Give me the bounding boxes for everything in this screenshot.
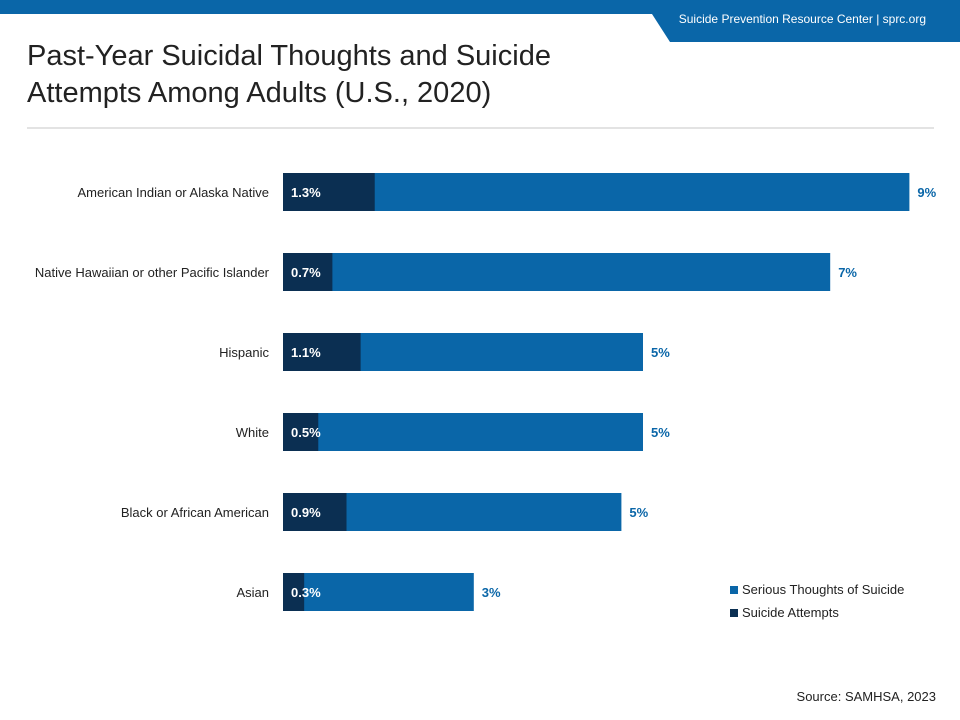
data-label-attempts: 0.7% [291, 265, 321, 280]
data-label-attempts: 0.3% [291, 585, 321, 600]
category-label: Native Hawaiian or other Pacific Islande… [35, 265, 270, 280]
data-label-attempts: 1.3% [291, 185, 321, 200]
data-label-thoughts: 9% [917, 185, 936, 200]
data-label-attempts: 0.5% [291, 425, 321, 440]
category-label: Hispanic [219, 345, 269, 360]
source-note: Source: SAMHSA, 2023 [796, 689, 936, 704]
category-label: Asian [236, 585, 269, 600]
data-label-thoughts: 5% [651, 345, 670, 360]
legend-item-thoughts: Serious Thoughts of Suicide [730, 578, 904, 601]
legend-label-attempts: Suicide Attempts [742, 605, 839, 620]
category-label: American Indian or Alaska Native [78, 185, 269, 200]
data-label-attempts: 0.9% [291, 505, 321, 520]
bar-attempts [283, 333, 361, 371]
header-banner: Suicide Prevention Resource Center | spr… [0, 0, 960, 42]
data-label-thoughts: 5% [629, 505, 648, 520]
bar-thoughts [283, 173, 910, 211]
bar-attempts [283, 413, 319, 451]
legend-item-attempts: Suicide Attempts [730, 601, 904, 624]
bar-thoughts [283, 573, 474, 611]
bar-thoughts [283, 253, 831, 291]
legend-swatch-thoughts [730, 585, 738, 594]
category-label: Black or African American [121, 505, 269, 520]
data-label-thoughts: 5% [651, 425, 670, 440]
bar-attempts [283, 253, 333, 291]
data-label-attempts: 1.1% [291, 345, 321, 360]
header-org-link[interactable]: Suicide Prevention Resource Center | spr… [678, 12, 926, 26]
chart-title: Past-Year Suicidal Thoughts and Suicide … [27, 40, 551, 109]
bar-thoughts [283, 413, 643, 451]
legend-swatch-attempts [730, 608, 738, 617]
data-label-thoughts: 7% [838, 265, 857, 280]
bar-attempts [283, 573, 305, 611]
chart-legend: Serious Thoughts of Suicide Suicide Atte… [730, 578, 904, 624]
bar-attempts [283, 173, 375, 211]
legend-label-thoughts: Serious Thoughts of Suicide [742, 582, 905, 597]
top-accent-bar [0, 0, 960, 14]
bar-attempts [283, 493, 347, 531]
data-label-thoughts: 3% [482, 585, 501, 600]
title-divider [27, 127, 934, 129]
category-label: White [236, 425, 269, 440]
